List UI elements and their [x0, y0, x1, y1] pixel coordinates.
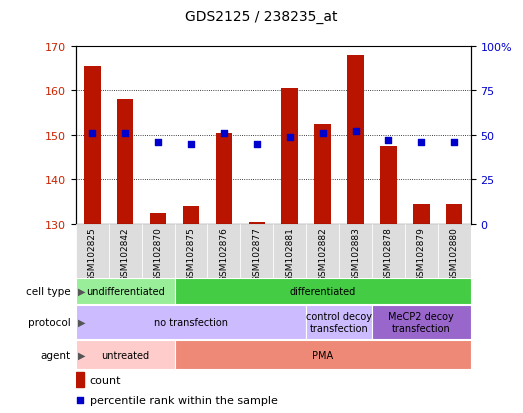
Point [253, 141, 261, 147]
Bar [314, 124, 331, 224]
Text: ▶: ▶ [78, 350, 86, 360]
Bar [306, 224, 339, 278]
Point [154, 139, 162, 146]
Text: PMA: PMA [312, 350, 333, 360]
Bar [117, 100, 133, 224]
Text: GSM102870: GSM102870 [154, 227, 163, 282]
Text: differentiated: differentiated [290, 286, 356, 297]
Bar [413, 204, 429, 224]
Text: GSM102875: GSM102875 [187, 227, 196, 282]
Bar [175, 278, 471, 304]
Bar [281, 89, 298, 224]
Text: count: count [89, 375, 121, 385]
Point [76, 397, 84, 404]
Point [286, 134, 294, 140]
Bar [109, 224, 142, 278]
Bar [380, 147, 396, 224]
Text: GSM102882: GSM102882 [318, 227, 327, 282]
Bar [150, 213, 166, 224]
Text: cell type: cell type [26, 286, 71, 297]
Bar [208, 224, 241, 278]
Bar [76, 278, 175, 304]
Text: GSM102881: GSM102881 [285, 227, 294, 282]
Text: GSM102878: GSM102878 [384, 227, 393, 282]
Point [351, 128, 360, 135]
Text: undifferentiated: undifferentiated [86, 286, 165, 297]
Bar [76, 224, 109, 278]
Bar [347, 55, 364, 224]
Bar [241, 224, 273, 278]
Point [417, 139, 426, 146]
Point [220, 131, 228, 137]
Text: GSM102880: GSM102880 [450, 227, 459, 282]
Point [187, 141, 195, 147]
Text: GSM102825: GSM102825 [88, 227, 97, 282]
Text: GSM102842: GSM102842 [121, 227, 130, 281]
Bar [248, 222, 265, 224]
Point [88, 131, 96, 137]
Bar [446, 204, 462, 224]
Text: GSM102883: GSM102883 [351, 227, 360, 282]
Bar [372, 224, 405, 278]
Bar [438, 224, 471, 278]
Text: no transfection: no transfection [154, 317, 228, 328]
Point [450, 139, 459, 146]
Text: percentile rank within the sample: percentile rank within the sample [89, 395, 278, 405]
Bar [273, 224, 306, 278]
Bar [215, 133, 232, 224]
Text: control decoy
transfection: control decoy transfection [306, 311, 372, 333]
Text: agent: agent [40, 350, 71, 360]
Point [319, 131, 327, 137]
Bar [142, 224, 175, 278]
Bar [84, 66, 100, 224]
Text: GDS2125 / 238235_at: GDS2125 / 238235_at [185, 10, 338, 24]
Bar [76, 373, 84, 387]
Point [121, 131, 129, 137]
Bar [339, 224, 372, 278]
Text: MeCP2 decoy
transfection: MeCP2 decoy transfection [389, 311, 454, 333]
Text: GSM102876: GSM102876 [220, 227, 229, 282]
Bar [405, 224, 438, 278]
Bar [372, 306, 471, 339]
Text: untreated: untreated [101, 350, 149, 360]
Bar [306, 306, 372, 339]
Bar [76, 340, 175, 369]
Text: ▶: ▶ [78, 286, 86, 297]
Text: GSM102877: GSM102877 [252, 227, 262, 282]
Bar [175, 340, 471, 369]
Text: ▶: ▶ [78, 317, 86, 328]
Bar [175, 224, 208, 278]
Text: protocol: protocol [28, 317, 71, 328]
Bar [76, 306, 306, 339]
Point [384, 138, 393, 144]
Text: GSM102879: GSM102879 [417, 227, 426, 282]
Bar [183, 206, 199, 224]
